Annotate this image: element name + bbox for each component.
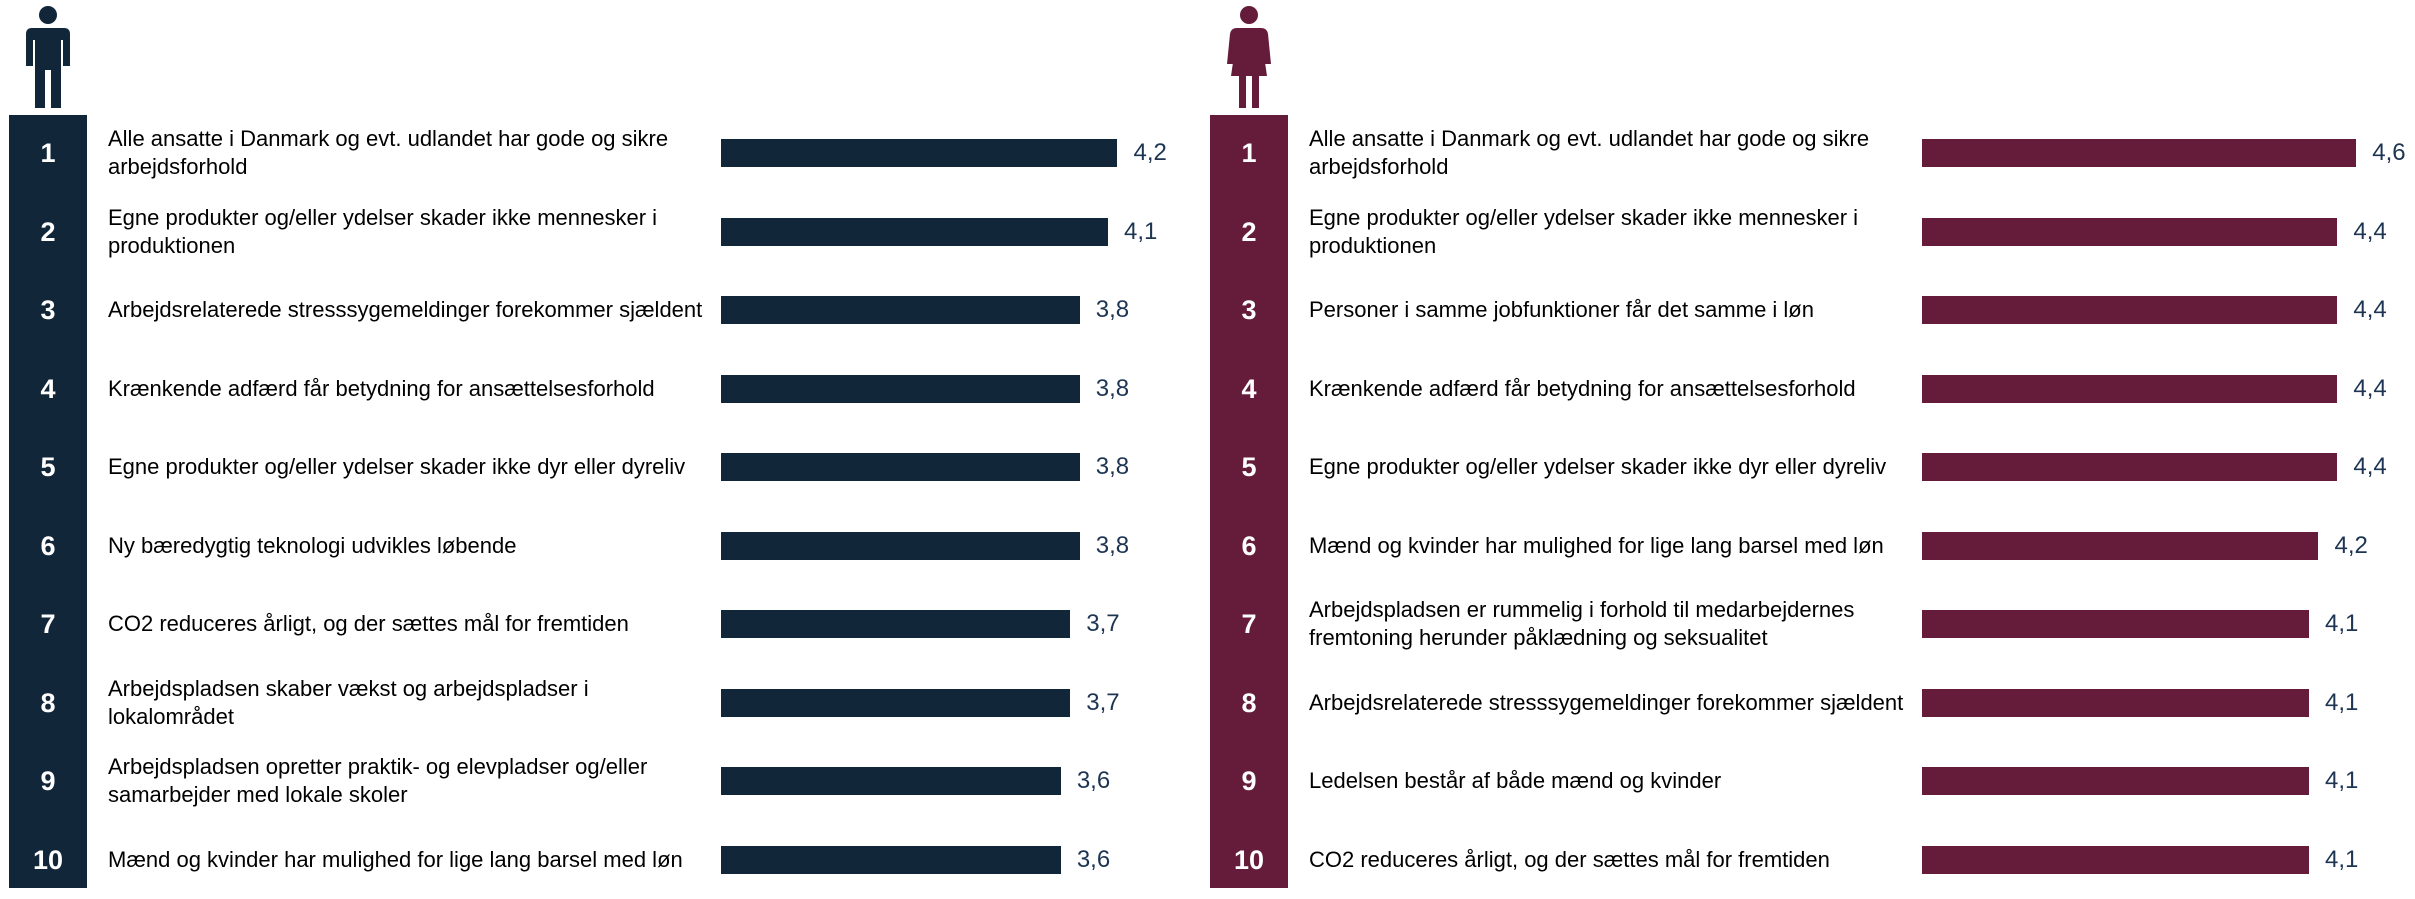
rank: 8 <box>1241 687 1257 718</box>
category-label: Ledelsen består af både mænd og kvinder <box>1309 768 1722 794</box>
rank: 4 <box>40 373 56 404</box>
man-icon <box>26 6 70 108</box>
bar <box>721 217 1109 246</box>
value-label: 4,4 <box>2353 374 2387 402</box>
value-label: 3,7 <box>1086 610 1120 638</box>
value-label: 4,1 <box>2325 688 2359 716</box>
rank: 7 <box>40 609 56 640</box>
category-label: Krænkende adfærd får betydning for ansæt… <box>1309 375 1856 401</box>
rank: 5 <box>40 452 56 483</box>
rank: 2 <box>40 216 56 247</box>
category-label: Arbejdspladsen er rummelig i forhold til… <box>1309 597 1855 651</box>
category-label: CO2 reduceres årligt, og der sættes mål … <box>1309 846 1830 872</box>
rank: 8 <box>40 687 56 718</box>
bar <box>721 296 1080 325</box>
value-label: 4,1 <box>1124 217 1158 245</box>
category-label: Egne produkter og/eller ydelser skader i… <box>108 204 658 258</box>
rank-column <box>1210 115 1288 888</box>
bar <box>721 767 1061 796</box>
bar <box>721 845 1061 874</box>
category-label: Arbejdsrelaterede stresssygemeldinger fo… <box>1309 689 1904 715</box>
category-label: Egne produkter og/eller ydelser skader i… <box>108 454 686 480</box>
rank: 9 <box>1241 766 1257 797</box>
value-label: 4,2 <box>1133 139 1167 167</box>
category-label: Arbejdspladsen skaber vækst og arbejdspl… <box>108 675 589 729</box>
value-label: 4,2 <box>2334 531 2368 559</box>
bar <box>1922 453 2338 482</box>
rank: 10 <box>1233 844 1265 875</box>
bar <box>1922 688 2310 717</box>
rank: 1 <box>1241 138 1257 169</box>
value-label: 3,6 <box>1076 767 1111 795</box>
category-label: Alle ansatte i Danmark og evt. udlandet … <box>1309 126 1870 180</box>
rank: 3 <box>40 295 56 326</box>
bar <box>721 453 1080 482</box>
bar <box>721 610 1071 639</box>
value-label: 3,8 <box>1095 296 1130 324</box>
rank: 9 <box>40 766 56 797</box>
category-label: Mænd og kvinder har mulighed for lige la… <box>108 846 683 872</box>
rank: 1 <box>40 138 56 169</box>
value-label: 4,1 <box>2325 767 2359 795</box>
bar <box>1922 139 2357 168</box>
bar <box>1922 296 2338 325</box>
bar <box>721 139 1118 168</box>
category-label: Egne produkter og/eller ydelser skader i… <box>1309 454 1887 480</box>
bar <box>1922 845 2310 874</box>
value-label: 3,8 <box>1095 453 1130 481</box>
rank: 10 <box>32 844 64 875</box>
value-label: 3,8 <box>1095 374 1130 402</box>
category-label: Mænd og kvinder har mulighed for lige la… <box>1309 532 1884 558</box>
category-label: Arbejdsrelaterede stresssygemeldinger fo… <box>108 297 703 323</box>
value-label: 4,1 <box>2325 610 2359 638</box>
rank-column <box>9 115 87 888</box>
bar <box>1922 531 2319 560</box>
bar <box>721 531 1080 560</box>
category-label: Krænkende adfærd får betydning for ansæt… <box>108 375 655 401</box>
value-label: 3,7 <box>1086 688 1120 716</box>
rank: 2 <box>1241 216 1257 247</box>
category-label: Arbejdspladsen opretter praktik- og elev… <box>108 754 648 808</box>
rank: 6 <box>1241 530 1257 561</box>
value-label: 4,6 <box>2372 139 2406 167</box>
category-label: Personer i samme jobfunktioner får det s… <box>1309 297 1814 323</box>
bar <box>1922 767 2310 796</box>
bar <box>1922 217 2338 246</box>
value-label: 3,8 <box>1095 531 1130 559</box>
category-label: Alle ansatte i Danmark og evt. udlandet … <box>108 126 669 180</box>
value-label: 4,4 <box>2353 453 2387 481</box>
bar <box>1922 374 2338 403</box>
woman-icon <box>1227 6 1271 108</box>
rank: 6 <box>40 530 56 561</box>
rank: 4 <box>1241 373 1257 404</box>
category-label: Egne produkter og/eller ydelser skader i… <box>1309 204 1859 258</box>
value-label: 3,6 <box>1076 845 1111 873</box>
value-label: 4,4 <box>2353 296 2387 324</box>
category-label: CO2 reduceres årligt, og der sættes mål … <box>108 611 629 637</box>
value-label: 4,4 <box>2353 217 2387 245</box>
value-label: 4,1 <box>2325 845 2359 873</box>
bar <box>721 374 1080 403</box>
category-label: Ny bæredygtig teknologi udvikles løbende <box>108 532 517 558</box>
bar <box>1922 610 2310 639</box>
rank: 7 <box>1241 609 1257 640</box>
rank: 5 <box>1241 452 1257 483</box>
bar <box>721 688 1071 717</box>
rank: 3 <box>1241 295 1257 326</box>
